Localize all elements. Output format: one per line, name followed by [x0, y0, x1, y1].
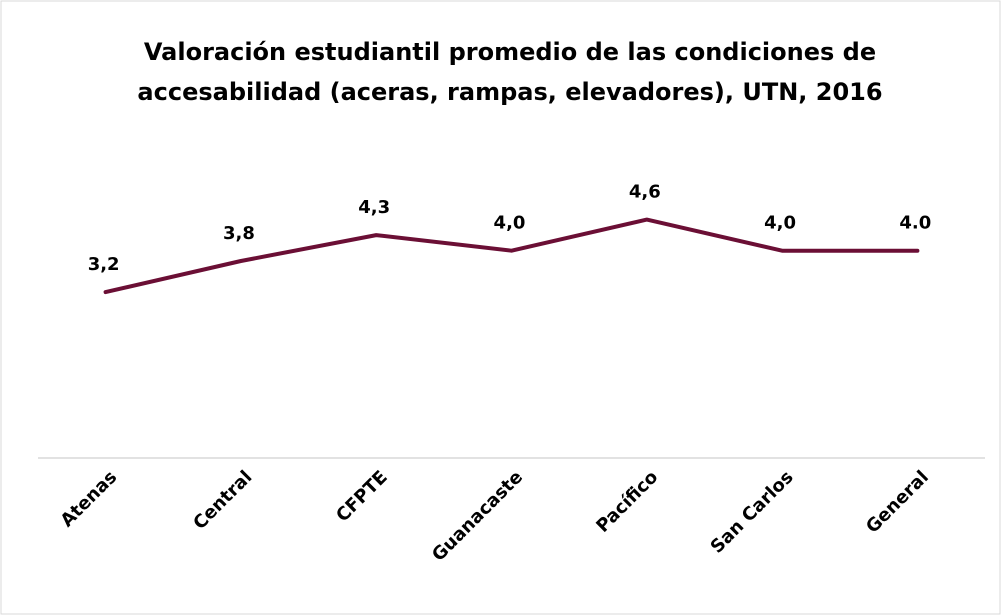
data-label: 4,0: [764, 213, 796, 234]
chart-title-line: accesabilidad (aceras, rampas, elevadore…: [137, 78, 882, 106]
chart-title-line: Valoración estudiantil promedio de las c…: [144, 38, 876, 66]
data-label: 4,0: [494, 213, 526, 234]
data-line: [103, 217, 920, 295]
data-label: 3,2: [88, 254, 120, 275]
data-label: 4,3: [358, 197, 390, 218]
data-label: 3,8: [223, 223, 255, 244]
data-label: 4,6: [629, 182, 661, 203]
data-label: 4.0: [899, 213, 931, 234]
